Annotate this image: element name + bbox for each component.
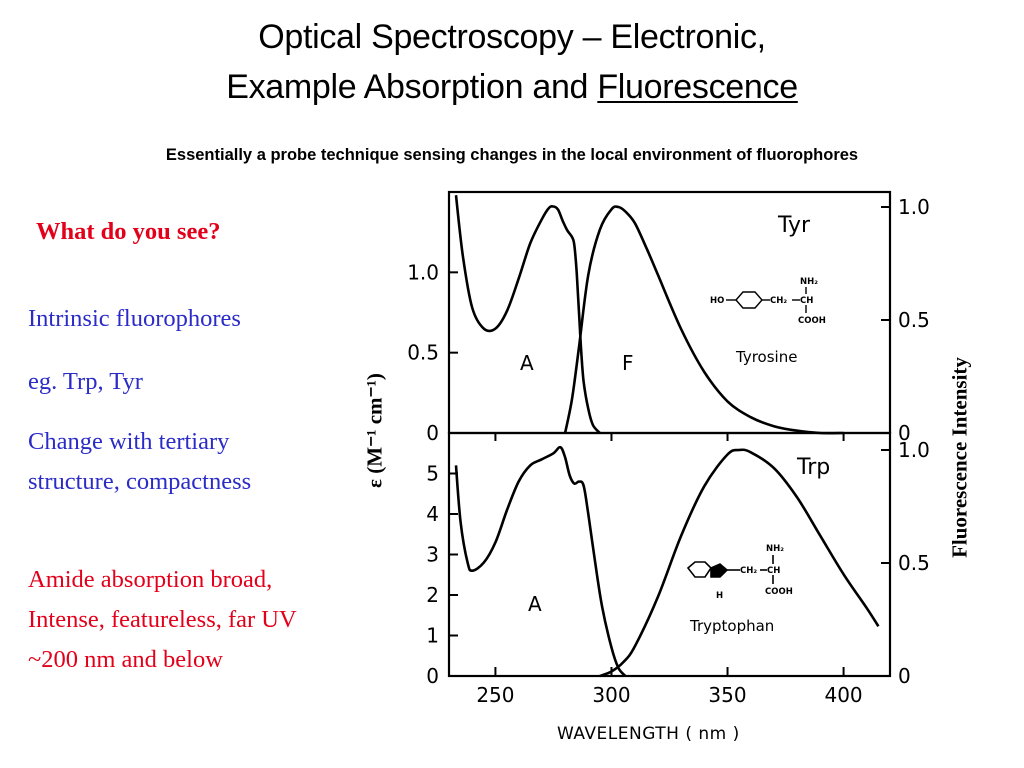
point-intrinsic: Intrinsic fluorophores bbox=[28, 305, 241, 332]
tyr-absorption-label: A bbox=[520, 351, 534, 375]
right-y-tick-label: 0 bbox=[898, 421, 911, 445]
x-tick-label: 350 bbox=[708, 683, 746, 707]
tyr-ho-text: HO bbox=[710, 296, 724, 306]
title-underlined-word: Fluorescence bbox=[597, 68, 798, 106]
left-y-tick-label: 0 bbox=[426, 664, 439, 688]
tyr-fluorescence-label: F bbox=[622, 351, 634, 375]
title-prefix: Example Absorption and bbox=[226, 68, 598, 106]
trp-panel-label: Trp bbox=[796, 455, 830, 480]
amide-line1: Amide absorption broad, bbox=[28, 566, 273, 593]
trp-ch-text: CH bbox=[767, 566, 780, 576]
right-y-tick-label: 1.0 bbox=[898, 195, 930, 219]
tyrosine-label: Tyrosine bbox=[735, 348, 797, 366]
left-y-tick-label: 2 bbox=[426, 583, 439, 607]
tyrosine-structure-icon bbox=[726, 287, 807, 313]
right-y-tick-label: 0.5 bbox=[898, 308, 930, 332]
tyr-panel-label: Tyr bbox=[777, 213, 811, 238]
left-y-tick-label: 5 bbox=[426, 462, 439, 486]
right-y-tick-label: 0 bbox=[898, 664, 911, 688]
point-compactness: structure, compactness bbox=[28, 468, 252, 495]
left-y-tick-label: 0.5 bbox=[407, 341, 439, 365]
trp-absorption-curve bbox=[454, 445, 627, 677]
left-y-tick-label: 3 bbox=[426, 543, 439, 567]
tryptophan-label: Tryptophan bbox=[689, 617, 774, 635]
x-axis-label: WAVELENGTH ( nm ) bbox=[557, 724, 740, 744]
x-tick-label: 250 bbox=[476, 683, 514, 707]
tyr-ch-text: CH bbox=[800, 296, 813, 306]
trp-fluorescence-curve bbox=[599, 448, 880, 678]
point-trp-tyr: eg. Trp, Tyr bbox=[28, 368, 143, 395]
left-y-tick-label: 1 bbox=[426, 624, 439, 648]
trp-cooh-text: COOH bbox=[765, 587, 793, 597]
right-y-tick-label: 1.0 bbox=[898, 438, 930, 462]
slide-title-line2: Example Absorption and Fluorescence bbox=[0, 68, 1024, 107]
tyr-fluorescence-curve bbox=[563, 205, 844, 435]
point-tertiary: Change with tertiary bbox=[28, 428, 230, 455]
tyr-nh2-text: NH₂ bbox=[800, 277, 818, 287]
amide-line2: Intense, featureless, far UV bbox=[28, 606, 297, 633]
slide-title-line1: Optical Spectroscopy – Electronic, bbox=[258, 18, 766, 56]
tyr-absorption-curve bbox=[454, 195, 601, 434]
x-tick-label: 300 bbox=[592, 683, 630, 707]
amide-line3: ~200 nm and below bbox=[28, 646, 223, 673]
tryptophan-structure-icon bbox=[686, 555, 774, 584]
tyr-cooh-text: COOH bbox=[798, 316, 826, 326]
tyr-ch2-text: CH₂ bbox=[770, 296, 787, 306]
left-y-tick-label: 4 bbox=[426, 502, 439, 526]
slide-subtitle: Essentially a probe technique sensing ch… bbox=[165, 146, 859, 164]
left-y-tick-label: 1.0 bbox=[407, 260, 439, 284]
trp-ch2-text: CH₂ bbox=[740, 566, 757, 576]
x-tick-label: 400 bbox=[824, 683, 862, 707]
tyr-panel-frame bbox=[447, 190, 892, 435]
question-text: What do you see? bbox=[36, 218, 221, 245]
right-y-tick-label: 0.5 bbox=[898, 551, 930, 575]
left-y-tick-label: 0 bbox=[426, 421, 439, 445]
trp-absorption-label: A bbox=[528, 592, 542, 616]
trp-nh2-text: NH₂ bbox=[766, 544, 784, 554]
trp-nh-text: H bbox=[716, 591, 723, 601]
